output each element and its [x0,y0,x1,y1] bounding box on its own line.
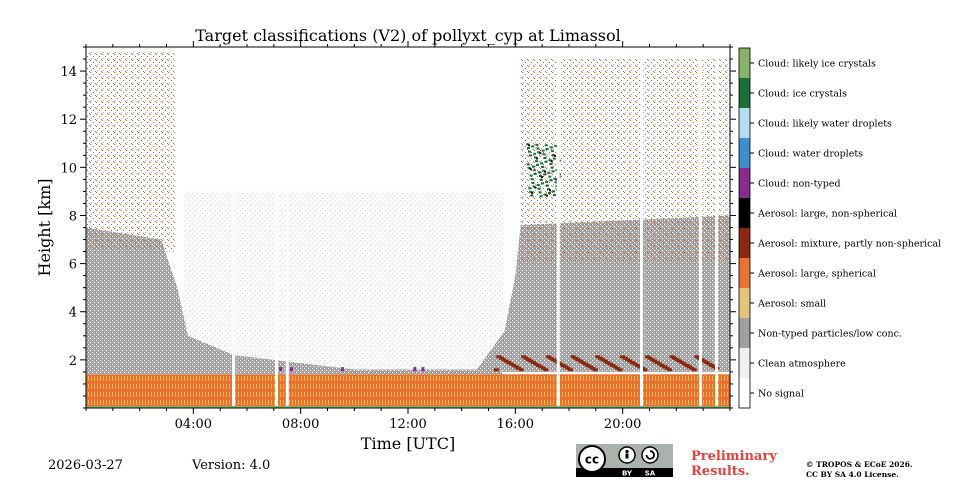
y-tick-label: 2 [69,354,77,369]
cc-by-sa-license-badge: cc BY SA [576,444,673,477]
colorbar-segment [739,78,750,108]
chart-title: Target classifications (V2) of pollyxt_c… [195,26,621,45]
non-typed-particles-region-morning [86,227,502,375]
colorbar-label: Cloud: water droplets [758,149,863,160]
preliminary-line-1: Preliminary [691,449,777,464]
x-axis-label: Time [UTC] [361,434,455,453]
colorbar-segment [739,348,750,378]
colorbar-segment [739,198,750,228]
ground-line [86,406,730,408]
preliminary-results-note: Preliminary Results. [691,449,777,479]
date-label: 2026-03-27 [48,458,123,473]
data-gap-0 [232,47,236,406]
x-tick-label: 04:00 [175,417,212,432]
data-gap-3 [556,47,560,406]
colorbar-label: Cloud: non-typed [758,179,841,190]
colorbar-segment [739,48,750,78]
y-tick-label: 14 [60,65,77,80]
cc-icon [578,445,606,473]
colorbar-segment [739,258,750,288]
colorbar-label: Non-typed particles/low conc. [758,329,902,340]
y-tick-label: 4 [69,306,77,321]
colorbar-label: Aerosol: large, spherical [757,269,876,280]
data-gap-4 [639,47,643,406]
class-region-0 [86,374,730,408]
ice-cloud-region [526,143,561,198]
cc-text: cc [585,453,599,467]
x-tick-label: 12:00 [389,417,426,432]
colorbar-segment [739,108,750,138]
data-gap-2 [285,47,289,406]
copyright-line-2: CC BY SA 4.0 License. [806,470,899,479]
colorbar-label: Aerosol: mixture, partly non-spherical [757,239,941,250]
colorbar-segment [739,318,750,348]
colorbar-label: Cloud: likely ice crystals [758,59,876,70]
x-tick-label: 16:00 [497,417,534,432]
non-typed-cloud-specks [279,367,425,372]
y-axis-label: Height [km] [35,179,54,277]
colorbar-label: Cloud: ice crystals [758,89,847,100]
colorbar-segment [739,288,750,318]
colorbar-frame [738,47,751,409]
sa-text: SA [645,470,656,478]
copyright-line-1: © TROPOS & ECoE 2026. [806,460,913,469]
colorbar-segment [739,138,750,168]
version-label: Version: 4.0 [192,458,271,473]
data-gap-5 [698,47,702,406]
colorbar-segment [739,378,750,408]
y-tick-label: 12 [60,113,77,128]
colorbar-label: Aerosol: small [757,299,826,310]
data-gap-6 [715,47,719,406]
colorbar-label: Clean atmosphere [758,359,846,370]
colorbar-segment [739,168,750,198]
copyright-note: © TROPOS & ECoE 2026. CC BY SA 4.0 Licen… [806,460,913,480]
mixture-aerosol-layer [493,355,720,372]
y-tick-label: 6 [69,258,77,273]
sa-share-icon [641,446,659,464]
class-region-3 [86,51,175,252]
x-tick-label: 20:00 [604,417,641,432]
colorbar-label: No signal [758,389,804,400]
by-text: BY [622,470,633,478]
y-tick-label: 8 [69,209,77,224]
colorbar-label: Cloud: likely water droplets [758,119,892,130]
y-tick-label: 10 [60,161,77,176]
sparse-noise-region [182,191,505,375]
x-tick-label: 08:00 [282,417,319,432]
data-gap-1 [275,47,279,406]
colorbar-label: Aerosol: large, non-spherical [757,209,897,220]
colorbar-segment [739,228,750,258]
class-region-4 [520,59,730,264]
preliminary-line-2: Results. [691,464,750,479]
